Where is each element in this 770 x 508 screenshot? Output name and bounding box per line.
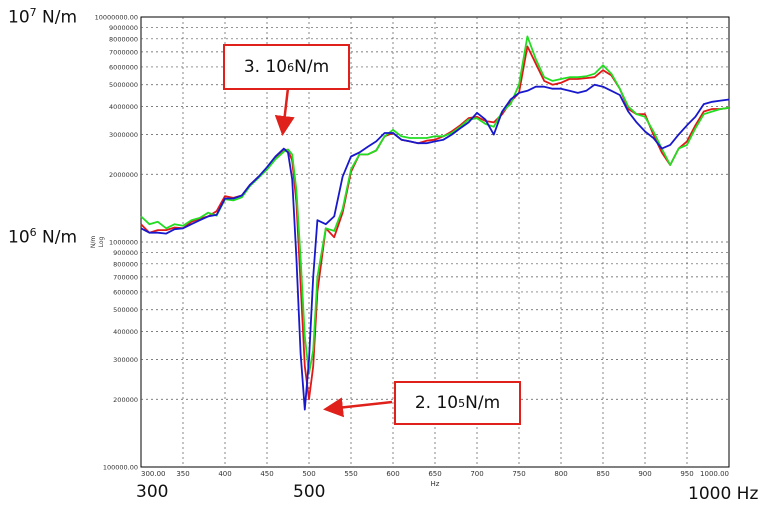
callout-dip-unit: N/m — [465, 393, 501, 413]
x-tick-label: 750 — [512, 470, 525, 478]
y-axis-label-10e7: 107 N/m — [8, 6, 77, 28]
callout-peak: 3. 10 6 N/m — [223, 44, 350, 90]
callout-dip-exp: 5 — [458, 396, 466, 410]
y-tick-label: 7000000 — [109, 48, 138, 56]
y-tick-label: 700000 — [113, 273, 138, 281]
y-tick-label: 10000000.00 — [95, 14, 138, 22]
x-tick-label: 850 — [596, 470, 609, 478]
y-axis-label-10e6-base: 10 — [8, 227, 30, 248]
y-axis-label-10e6-exp: 6 — [29, 226, 37, 239]
callout-peak-unit: N/m — [294, 57, 330, 77]
x-tick-label: 500 — [302, 470, 315, 478]
callout-peak-exp: 6 — [287, 60, 295, 74]
y-tick-label: 400000 — [113, 328, 138, 336]
y-tick-label: 5000000 — [109, 81, 138, 89]
x-tick-label: 550 — [344, 470, 357, 478]
y-axis-label-10e6: 106 N/m — [8, 226, 77, 248]
y-tick-label: 800000 — [113, 260, 138, 268]
x-tick-label: 650 — [428, 470, 441, 478]
x-tick-label: 450 — [260, 470, 273, 478]
callout-dip-prefix: 2. 10 — [414, 393, 459, 413]
x-axis-label-500: 500 — [293, 482, 326, 502]
y-tick-label: 1000000 — [109, 239, 138, 247]
callout-dip-arrow — [323, 397, 393, 418]
y-axis-scale-title: Log — [98, 236, 105, 247]
x-axis-title: Hz — [431, 480, 440, 488]
y-axis-label-10e7-base: 10 — [8, 7, 30, 28]
y-axis-label-10e7-unit: N/m — [36, 7, 78, 28]
x-tick-label: 1000.00 — [700, 470, 729, 478]
x-axis-label-1000hz: 1000 Hz — [688, 484, 759, 504]
callout-dip: 2. 10 5 N/m — [394, 381, 521, 425]
x-tick-label: 400 — [218, 470, 231, 478]
callout-peak-prefix: 3. 10 — [243, 57, 288, 77]
x-tick-label: 800 — [554, 470, 567, 478]
y-axis-label-10e7-exp: 7 — [29, 6, 37, 19]
y-tick-label: 200000 — [113, 396, 138, 404]
y-tick-label: 2000000 — [109, 171, 138, 179]
series-line-3 — [140, 83, 730, 411]
y-axis-label-10e6-unit: N/m — [36, 227, 78, 248]
y-tick-label: 600000 — [113, 288, 138, 296]
x-tick-label: 700 — [470, 470, 483, 478]
x-tick-label: 900 — [638, 470, 651, 478]
y-tick-label: 4000000 — [109, 103, 138, 111]
x-tick-label: 300.00 — [141, 470, 166, 478]
y-tick-label: 8000000 — [109, 35, 138, 43]
x-axis-label-300: 300 — [136, 482, 169, 502]
y-tick-label: 100000.00 — [103, 464, 138, 472]
y-tick-label: 900000 — [113, 249, 138, 257]
series-line-2 — [140, 35, 730, 375]
y-tick-label: 300000 — [113, 356, 138, 364]
x-tick-label: 950 — [680, 470, 693, 478]
callout-peak-arrow — [274, 87, 295, 136]
x-tick-label: 350 — [176, 470, 189, 478]
y-tick-label: 500000 — [113, 306, 138, 314]
y-tick-label: 9000000 — [109, 24, 138, 32]
y-tick-label: 6000000 — [109, 63, 138, 71]
y-tick-label: 3000000 — [109, 131, 138, 139]
x-tick-label: 600 — [386, 470, 399, 478]
y-axis-title: N/m — [90, 236, 97, 249]
